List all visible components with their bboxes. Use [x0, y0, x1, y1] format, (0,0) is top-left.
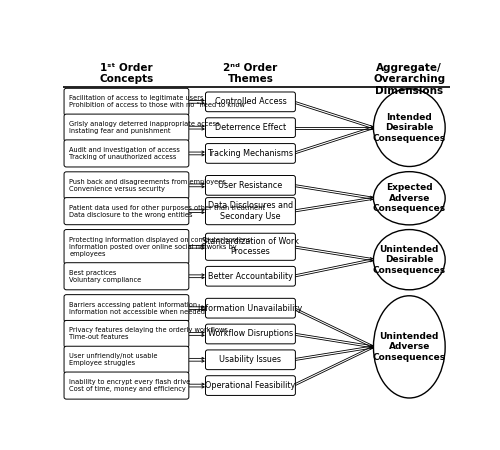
FancyBboxPatch shape — [206, 92, 296, 112]
FancyBboxPatch shape — [64, 295, 189, 322]
Ellipse shape — [374, 230, 445, 290]
Text: Grisly analogy deterred inappropriate access
Instating fear and punishment: Grisly analogy deterred inappropriate ac… — [70, 121, 220, 134]
Text: Privacy features delaying the orderly workflows
Time-out features: Privacy features delaying the orderly wo… — [70, 328, 228, 341]
Text: Intended
Desirable
Consequences: Intended Desirable Consequences — [373, 113, 446, 143]
Text: Data Disclosures and
Secondary Use: Data Disclosures and Secondary Use — [208, 202, 293, 221]
Text: Inability to encrypt every flash drive
Cost of time, money and efficiency: Inability to encrypt every flash drive C… — [70, 379, 190, 392]
Text: Best practices
Voluntary compliance: Best practices Voluntary compliance — [70, 270, 142, 283]
FancyBboxPatch shape — [206, 266, 296, 286]
FancyBboxPatch shape — [64, 88, 189, 115]
FancyBboxPatch shape — [64, 172, 189, 199]
FancyBboxPatch shape — [206, 376, 296, 396]
Text: Patient data used for other purposes other than treatment
Data disclosure to the: Patient data used for other purposes oth… — [70, 205, 266, 218]
FancyBboxPatch shape — [64, 198, 189, 225]
Text: User Resistance: User Resistance — [218, 181, 282, 190]
FancyBboxPatch shape — [64, 372, 189, 399]
Text: Facilitation of access to legitimate users
Prohibition of access to those with n: Facilitation of access to legitimate use… — [70, 95, 249, 108]
Text: Tracking Mechanisms: Tracking Mechanisms — [208, 149, 294, 158]
Text: Information Unavailability: Information Unavailability — [198, 304, 302, 313]
FancyBboxPatch shape — [206, 350, 296, 369]
Ellipse shape — [374, 171, 445, 225]
Text: Protecting information displayed on computer screens
Information posted over onl: Protecting information displayed on comp… — [70, 237, 251, 257]
Ellipse shape — [374, 89, 445, 166]
Text: Operational Feasibility: Operational Feasibility — [206, 381, 296, 390]
Text: Expected
Adverse
Consequences: Expected Adverse Consequences — [373, 183, 446, 213]
Text: Controlled Access: Controlled Access — [214, 97, 286, 106]
FancyBboxPatch shape — [64, 320, 189, 347]
FancyBboxPatch shape — [64, 346, 189, 374]
Text: User unfriendly/not usable
Employee struggles: User unfriendly/not usable Employee stru… — [70, 353, 158, 366]
FancyBboxPatch shape — [64, 230, 189, 264]
Text: 2ⁿᵈ Order
Themes: 2ⁿᵈ Order Themes — [224, 63, 278, 84]
Text: Unintended
Desirable
Consequences: Unintended Desirable Consequences — [373, 245, 446, 274]
FancyBboxPatch shape — [206, 298, 296, 318]
Text: Better Accountability: Better Accountability — [208, 272, 293, 281]
Text: Deterrence Effect: Deterrence Effect — [215, 123, 286, 132]
Text: Standardization of Work
Processes: Standardization of Work Processes — [202, 237, 299, 256]
Text: Aggregate/
Overarching
Dimensions: Aggregate/ Overarching Dimensions — [373, 63, 446, 96]
FancyBboxPatch shape — [206, 198, 296, 225]
Text: Barriers accessing patient information
Information not accessible when needed: Barriers accessing patient information I… — [70, 302, 205, 315]
Ellipse shape — [374, 296, 445, 398]
FancyBboxPatch shape — [206, 324, 296, 344]
Text: Usability Issues: Usability Issues — [220, 356, 282, 364]
FancyBboxPatch shape — [206, 118, 296, 138]
Text: Workflow Disruptions: Workflow Disruptions — [208, 329, 293, 338]
FancyBboxPatch shape — [206, 233, 296, 260]
FancyBboxPatch shape — [64, 140, 189, 167]
FancyBboxPatch shape — [206, 176, 296, 195]
Text: 1ˢᵗ Order
Concepts: 1ˢᵗ Order Concepts — [100, 63, 154, 84]
Text: Push back and disagreements from employees
Convenience versus security: Push back and disagreements from employe… — [70, 179, 226, 192]
FancyBboxPatch shape — [64, 263, 189, 290]
FancyBboxPatch shape — [64, 114, 189, 141]
Text: Unintended
Adverse
Consequences: Unintended Adverse Consequences — [373, 332, 446, 362]
Text: Audit and investigation of access
Tracking of unauthorized access: Audit and investigation of access Tracki… — [70, 147, 180, 160]
FancyBboxPatch shape — [206, 144, 296, 163]
